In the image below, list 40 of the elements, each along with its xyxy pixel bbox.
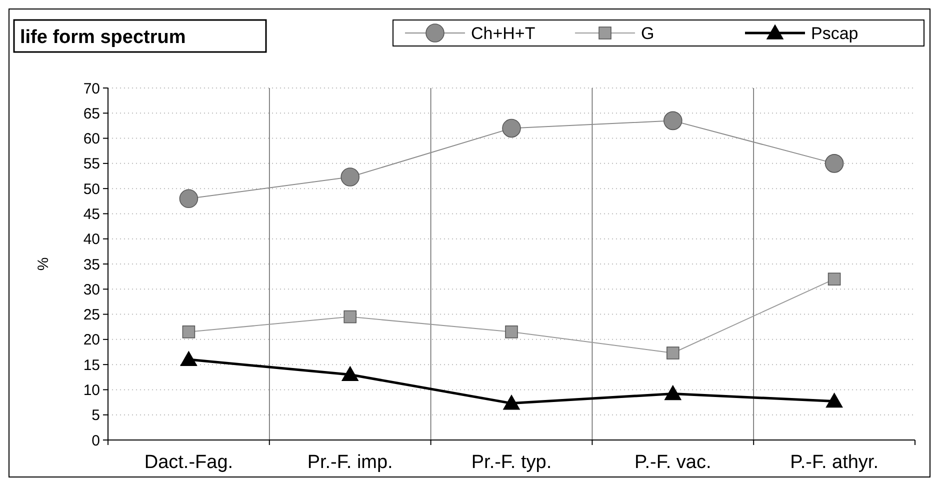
point <box>664 385 682 400</box>
y-tick-label: 70 <box>83 80 100 98</box>
y-tick-label: 40 <box>83 231 100 248</box>
x-tick-label: P.-F. vac. <box>634 452 712 473</box>
y-tick-label: 30 <box>83 281 100 298</box>
x-tick-label: Pr.-F. imp. <box>307 452 393 473</box>
y-tick-label: 35 <box>83 256 100 274</box>
y-tick-label: 25 <box>83 306 100 324</box>
point <box>180 351 198 366</box>
point <box>502 118 521 138</box>
y-tick-label: 60 <box>83 130 100 148</box>
point <box>826 392 843 408</box>
x-tick-label: P.-F. athyr. <box>790 452 878 473</box>
legend-label: G <box>641 24 654 43</box>
y-axis-title: % <box>35 257 52 271</box>
y-tick-label: 5 <box>92 407 100 424</box>
x-tick-label: Dact.-Fag. <box>144 452 234 473</box>
y-tick-label: 65 <box>83 105 100 122</box>
point <box>505 325 518 338</box>
point <box>342 366 358 382</box>
point <box>664 111 682 130</box>
y-tick-label: 0 <box>92 432 100 450</box>
y-tick-label: 50 <box>83 180 100 198</box>
point <box>503 394 520 410</box>
point <box>179 189 198 208</box>
point <box>182 325 196 338</box>
point <box>340 168 360 186</box>
y-tick-label: 15 <box>83 356 100 374</box>
legend-label: Ch+H+T <box>471 24 536 43</box>
legend-label: Pscap <box>811 24 858 43</box>
point <box>666 346 680 360</box>
y-tick-label: 45 <box>83 206 100 223</box>
point <box>824 154 844 173</box>
y-tick-label: 20 <box>83 332 100 349</box>
y-tick-label: 10 <box>83 382 100 399</box>
chart-title: life form spectrum <box>20 27 186 48</box>
x-tick-label: Pr.-F. typ. <box>471 452 552 473</box>
y-tick-label: 55 <box>83 156 100 173</box>
point <box>344 310 356 324</box>
point <box>828 272 841 286</box>
